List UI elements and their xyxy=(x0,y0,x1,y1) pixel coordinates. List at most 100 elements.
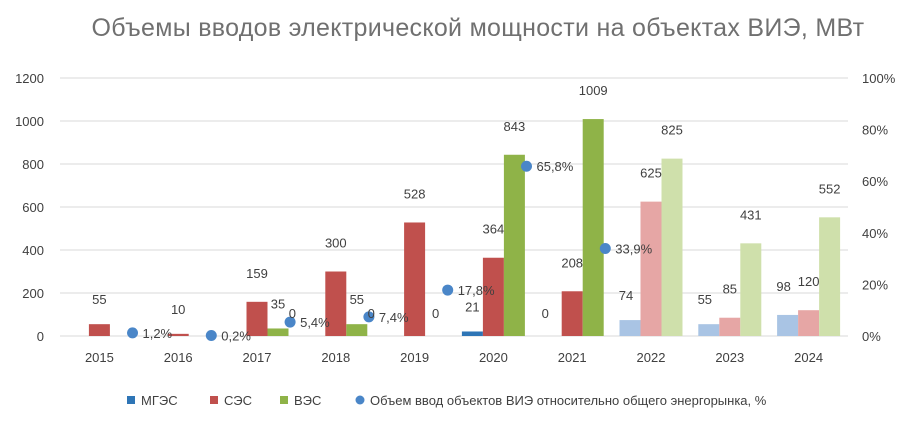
x-tick-label: 2023 xyxy=(715,350,744,365)
percent-label: 7,4% xyxy=(379,310,409,325)
data-label: 74 xyxy=(619,288,633,303)
bar-сэс xyxy=(246,301,268,336)
bar-вэс xyxy=(267,328,289,336)
percent-label: 33,9% xyxy=(615,242,652,257)
bar-мгэс xyxy=(619,320,641,336)
percent-dot xyxy=(363,311,375,323)
bar-мгэс xyxy=(777,314,799,336)
y-axis-left: 0 200 400 600 800 1000 1200 xyxy=(15,71,44,344)
chart-title: Объемы вводов электрической мощности на … xyxy=(92,14,865,42)
bar-мгэс xyxy=(698,324,720,336)
x-tick-label: 2024 xyxy=(794,350,823,365)
legend-label: Объем ввод объектов ВИЭ относительно общ… xyxy=(370,393,767,408)
x-axis: 2015 2016 2017 2018 2019 2020 2021 2022 2023 2024 xyxy=(85,350,823,365)
legend-swatch xyxy=(210,396,218,404)
bar-вэс xyxy=(661,158,683,336)
y-axis-right: 0% 20% 40% 60% 80% 100% xyxy=(862,71,896,344)
bar-сэс xyxy=(404,222,426,336)
y2-tick-label: 100% xyxy=(862,71,896,86)
data-label: 825 xyxy=(661,123,683,138)
legend-label: ВЭС xyxy=(294,393,321,408)
data-label: 528 xyxy=(404,186,426,201)
y2-tick-label: 20% xyxy=(862,277,888,292)
percent-label: 65,8% xyxy=(536,159,573,174)
zero-label: 0 xyxy=(368,306,375,321)
bar-сэс xyxy=(640,201,662,336)
bar-сэс xyxy=(325,271,347,336)
percent-label: 17,8% xyxy=(458,283,495,298)
y2-tick-label: 80% xyxy=(862,123,888,138)
x-tick-label: 2021 xyxy=(558,350,587,365)
legend-label: СЭС xyxy=(224,393,252,408)
bar-вэс xyxy=(582,119,604,336)
bar-сэс xyxy=(719,317,741,336)
data-label: 625 xyxy=(640,166,662,181)
zero-label: 0 xyxy=(289,306,296,321)
y-tick-label: 400 xyxy=(22,243,44,258)
percent-label: 0,2% xyxy=(221,328,251,343)
x-tick-label: 2018 xyxy=(321,350,350,365)
percent-dot xyxy=(205,329,217,341)
bar-сэс xyxy=(561,291,583,336)
y2-tick-label: 0% xyxy=(862,329,881,344)
legend-label: МГЭС xyxy=(141,393,178,408)
x-tick-label: 2016 xyxy=(164,350,193,365)
bar-вэс xyxy=(346,324,368,336)
bar-вэс xyxy=(740,243,762,336)
percent-dot xyxy=(599,243,611,255)
bar-мгэс xyxy=(461,331,483,336)
data-label: 55 xyxy=(350,292,364,307)
data-labels: 21 74 55 98 55 10 159 300 528 364 208 625 85 120 35 55 0… xyxy=(92,83,840,343)
percent-dot xyxy=(442,284,454,296)
data-label: 55 xyxy=(698,292,712,307)
data-label: 120 xyxy=(798,274,820,289)
x-tick-label: 2019 xyxy=(400,350,429,365)
data-label: 35 xyxy=(271,296,285,311)
data-label: 0 xyxy=(432,306,439,321)
percent-dot xyxy=(520,160,532,172)
data-label: 1009 xyxy=(579,83,608,98)
bar-сэс xyxy=(798,310,820,336)
data-label: 843 xyxy=(504,119,526,134)
percent-dots xyxy=(126,160,611,341)
x-tick-label: 2022 xyxy=(637,350,666,365)
y2-tick-label: 40% xyxy=(862,226,888,241)
bars xyxy=(88,119,841,336)
data-label: 364 xyxy=(483,222,505,237)
percent-dot xyxy=(284,316,296,328)
bar-сэс xyxy=(167,333,189,336)
bar-вэс xyxy=(819,217,841,336)
y-tick-label: 0 xyxy=(37,329,44,344)
data-label: 552 xyxy=(819,181,841,196)
bar-сэс xyxy=(482,257,504,336)
zero-label: 0 xyxy=(542,306,549,321)
y-tick-label: 200 xyxy=(22,286,44,301)
y2-tick-label: 60% xyxy=(862,174,888,189)
y-tick-label: 600 xyxy=(22,200,44,215)
x-tick-label: 2020 xyxy=(479,350,508,365)
data-label: 208 xyxy=(561,255,583,270)
data-label: 55 xyxy=(92,292,106,307)
data-label: 431 xyxy=(740,207,762,222)
y-tick-label: 1200 xyxy=(15,71,44,86)
bar-вэс xyxy=(503,154,525,336)
data-label: 159 xyxy=(246,266,268,281)
percent-label: 1,2% xyxy=(142,326,172,341)
legend-swatch xyxy=(127,396,135,404)
data-label: 85 xyxy=(723,282,737,297)
percent-label: 5,4% xyxy=(300,315,330,330)
y-tick-label: 800 xyxy=(22,157,44,172)
bar-сэс xyxy=(88,324,110,336)
legend: МГЭС СЭС ВЭС Объем ввод объектов ВИЭ относи… xyxy=(127,393,767,408)
data-label: 300 xyxy=(325,236,347,251)
data-label: 21 xyxy=(465,299,479,314)
x-tick-label: 2017 xyxy=(243,350,272,365)
legend-dot xyxy=(355,395,365,405)
legend-swatch xyxy=(280,396,288,404)
x-tick-label: 2015 xyxy=(85,350,114,365)
y-tick-label: 1000 xyxy=(15,114,44,129)
percent-dot xyxy=(126,327,138,339)
data-label: 10 xyxy=(171,302,185,317)
data-label: 98 xyxy=(776,279,790,294)
